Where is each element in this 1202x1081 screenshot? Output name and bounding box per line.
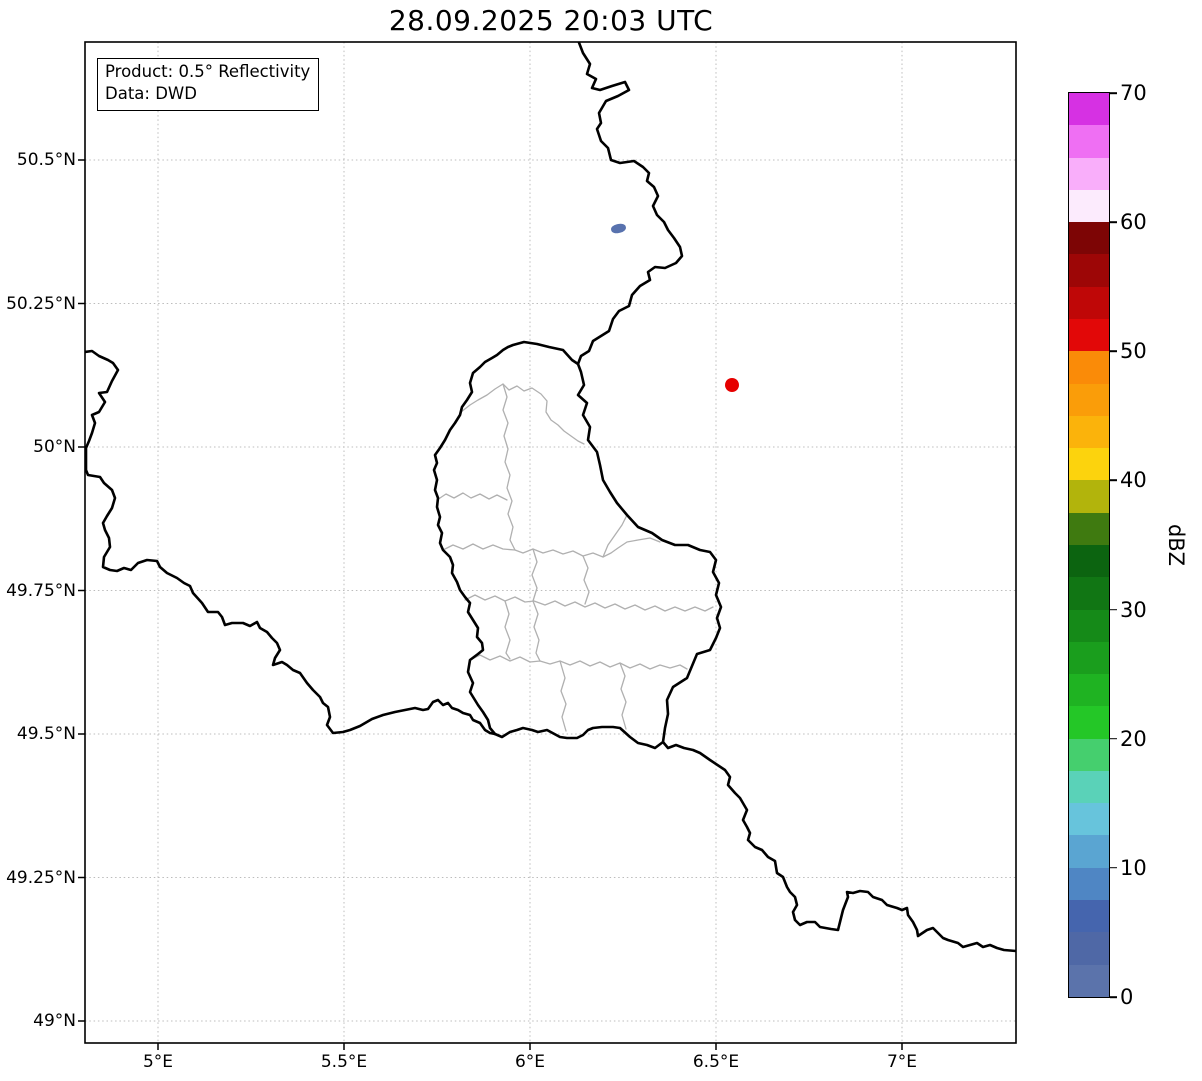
- y-tick-label: 49.5°N: [16, 724, 76, 744]
- colorbar-segment-8: [1069, 351, 1109, 384]
- y-tick-label: 50.5°N: [16, 150, 76, 170]
- canton-borders: [436, 383, 714, 732]
- colorbar-tick-label: 30: [1120, 597, 1147, 622]
- x-tick-label: 7°E: [886, 1052, 918, 1072]
- colorbar-segment-1: [1069, 125, 1109, 158]
- colorbar-segment-26: [1069, 932, 1109, 965]
- colorbar-segment-21: [1069, 770, 1109, 804]
- y-tick-label: 50.25°N: [6, 293, 76, 314]
- colorbar-tick-label: 40: [1120, 468, 1147, 493]
- colorbar-segment-3: [1069, 189, 1109, 223]
- plot-title: 28.09.2025 20:03 UTC: [388, 4, 714, 37]
- colorbar-segment-6: [1069, 286, 1109, 319]
- y-tick-label: 49.25°N: [6, 867, 76, 888]
- colorbar: [1068, 92, 1110, 998]
- colorbar-tick-label: 20: [1120, 726, 1147, 751]
- x-tick-label: 6°E: [514, 1052, 546, 1072]
- colorbar-segment-24: [1069, 867, 1109, 901]
- colorbar-segment-0: [1069, 93, 1109, 126]
- colorbar-tick-mark: [1110, 867, 1117, 869]
- x-tick-label: 5.5°E: [320, 1052, 368, 1072]
- colorbar-tick-mark: [1110, 996, 1117, 998]
- radar-site-marker: [725, 378, 739, 392]
- colorbar-segment-11: [1069, 448, 1109, 481]
- gridlines: [85, 42, 1016, 1043]
- y-tick-label: 49.75°N: [6, 580, 76, 601]
- colorbar-tick-label: 60: [1120, 210, 1147, 235]
- axis-ticks: [78, 159, 903, 1050]
- colorbar-segment-9: [1069, 383, 1109, 416]
- colorbar-segment-17: [1069, 641, 1109, 675]
- colorbar-segment-2: [1069, 157, 1109, 190]
- colorbar-segment-7: [1069, 318, 1109, 352]
- colorbar-segment-18: [1069, 674, 1109, 707]
- colorbar-tick-mark: [1110, 479, 1117, 482]
- colorbar-unit-label: dBZ: [1164, 523, 1188, 567]
- y-tick-label: 50°N: [33, 437, 76, 457]
- colorbar-tick-mark: [1110, 221, 1117, 223]
- y-tick-label: 49°N: [33, 1011, 76, 1031]
- colorbar-segment-20: [1069, 738, 1109, 771]
- info-box: Product: 0.5° Reflectivity Data: DWD: [97, 58, 320, 111]
- info-product-line: Product: 0.5° Reflectivity: [105, 62, 311, 81]
- colorbar-tick-mark: [1110, 608, 1117, 611]
- colorbar-segment-10: [1069, 415, 1109, 449]
- colorbar-tick-mark: [1110, 92, 1117, 94]
- colorbar-segment-25: [1069, 900, 1109, 933]
- colorbar-segment-23: [1069, 835, 1109, 868]
- colorbar-tick-label: 70: [1120, 81, 1147, 105]
- x-tick-label: 6.5°E: [692, 1052, 740, 1072]
- x-tick-label: 5°E: [142, 1052, 174, 1072]
- country-borders: [85, 42, 1016, 953]
- colorbar-tick-label: 10: [1120, 855, 1147, 880]
- colorbar-segment-16: [1069, 609, 1109, 642]
- colorbar-segment-14: [1069, 544, 1109, 578]
- colorbar-segment-12: [1069, 480, 1109, 513]
- map-frame: [84, 41, 1017, 1044]
- colorbar-segment-5: [1069, 254, 1109, 287]
- colorbar-segment-4: [1069, 222, 1109, 255]
- info-data-source-line: Data: DWD: [105, 84, 197, 104]
- colorbar-segment-27: [1069, 964, 1109, 997]
- colorbar-tick-mark: [1110, 737, 1117, 740]
- colorbar-segment-15: [1069, 577, 1109, 610]
- colorbar-segment-19: [1069, 706, 1109, 739]
- colorbar-tick-mark: [1110, 350, 1117, 353]
- colorbar-tick-label: 0: [1120, 985, 1134, 1009]
- colorbar-segment-22: [1069, 803, 1109, 836]
- colorbar-segment-13: [1069, 512, 1109, 545]
- colorbar-tick-label: 50: [1120, 339, 1147, 364]
